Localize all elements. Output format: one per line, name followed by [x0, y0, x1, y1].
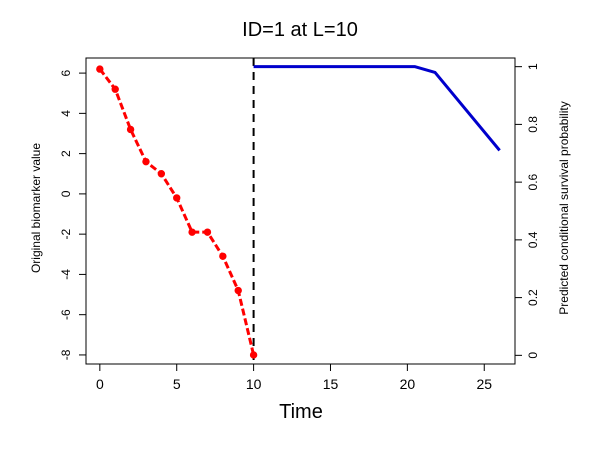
left-y-tick-label: 2	[59, 150, 73, 157]
left-y-tick-label: -6	[59, 309, 73, 320]
biomarker-point	[96, 65, 104, 73]
x-tick-label: 5	[173, 376, 181, 392]
plot-frame	[85, 57, 516, 365]
right-y-tick-label: 0.8	[526, 116, 540, 133]
x-axis-label: Time	[279, 401, 323, 423]
x-tick-label: 0	[96, 376, 104, 392]
right-y-axis-label: Predicted conditional survival probabili…	[557, 101, 571, 314]
left-y-tick-label: -8	[59, 349, 73, 360]
left-y-tick-label: -2	[59, 228, 73, 239]
survival-line	[253, 65, 501, 152]
left-y-axis-label: Original biomarker value	[29, 143, 43, 273]
right-y-tick-label: 0.4	[526, 231, 540, 248]
biomarker-point	[173, 194, 181, 202]
right-y-tick-label: 1	[526, 63, 540, 70]
x-tick-label: 10	[246, 376, 262, 392]
biomarker-point	[157, 170, 166, 178]
biomarker-point	[249, 351, 258, 359]
biomarker-line	[98, 68, 256, 356]
biomarker-point	[234, 286, 242, 295]
biomarker-point	[126, 125, 135, 134]
left-y-tick-label: 4	[59, 110, 73, 117]
x-tick-label: 25	[476, 376, 492, 392]
right-y-tick-label: 0.6	[526, 173, 540, 190]
x-tick-label: 15	[323, 376, 339, 392]
left-y-tick-label: 0	[59, 190, 73, 197]
biomarker-point	[188, 228, 196, 236]
biomarker-point	[142, 157, 150, 166]
left-y-tick-label: -4	[59, 269, 73, 280]
left-y-tick-label: 6	[59, 69, 73, 76]
right-y-tick-label: 0	[526, 352, 540, 359]
biomarker-point	[203, 228, 212, 236]
biomarker-point	[111, 85, 119, 93]
x-tick-label: 20	[400, 376, 416, 392]
chart-title: ID=1 at L=10	[242, 19, 358, 41]
right-y-tick-label: 0.2	[526, 289, 540, 306]
biomarker-point	[219, 252, 227, 260]
